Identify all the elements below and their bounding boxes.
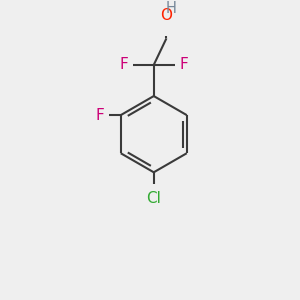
Text: F: F: [95, 108, 104, 123]
Text: Cl: Cl: [146, 191, 161, 206]
Text: F: F: [119, 57, 128, 72]
Text: H: H: [165, 1, 176, 16]
Text: O: O: [160, 8, 172, 23]
Text: F: F: [180, 57, 188, 72]
